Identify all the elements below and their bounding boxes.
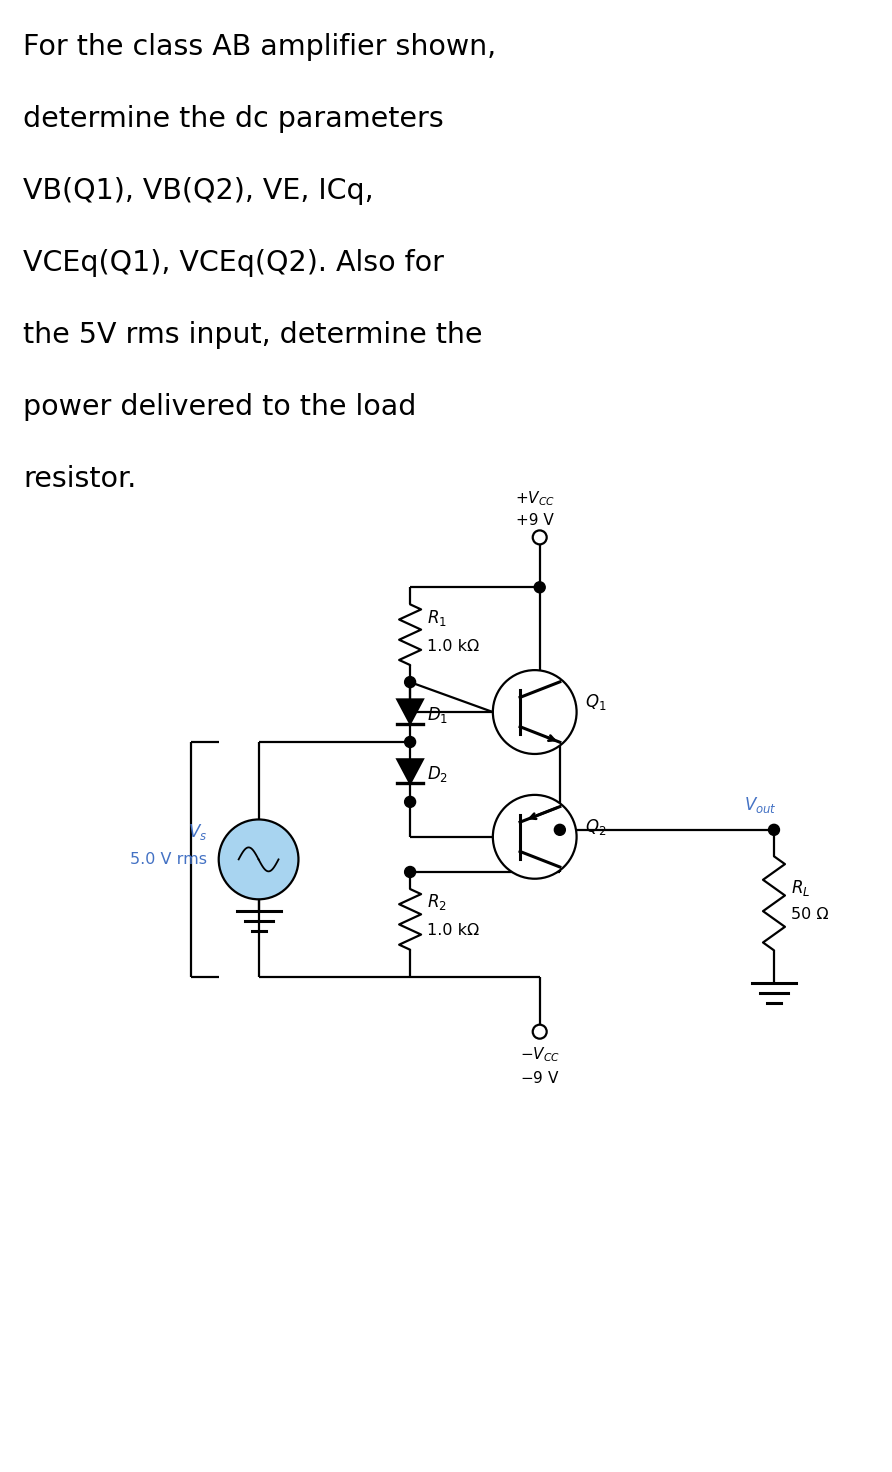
Text: For the class AB amplifier shown,: For the class AB amplifier shown, bbox=[23, 34, 497, 62]
Text: $-V_{CC}$: $-V_{CC}$ bbox=[520, 1045, 560, 1064]
Text: +9 V: +9 V bbox=[516, 514, 554, 528]
Circle shape bbox=[533, 1025, 547, 1039]
Text: $V_{out}$: $V_{out}$ bbox=[744, 795, 777, 815]
Text: 1.0 kΩ: 1.0 kΩ bbox=[427, 923, 479, 938]
Text: $R_L$: $R_L$ bbox=[791, 879, 810, 898]
Circle shape bbox=[405, 677, 416, 687]
Text: $R_2$: $R_2$ bbox=[427, 892, 447, 913]
Text: $V_s$: $V_s$ bbox=[187, 823, 207, 842]
Text: power delivered to the load: power delivered to the load bbox=[23, 393, 417, 421]
Text: $+V_{CC}$: $+V_{CC}$ bbox=[515, 489, 555, 508]
Circle shape bbox=[493, 670, 576, 754]
Text: 50 Ω: 50 Ω bbox=[791, 907, 829, 923]
Circle shape bbox=[405, 796, 416, 807]
Text: 1.0 kΩ: 1.0 kΩ bbox=[427, 639, 479, 654]
Polygon shape bbox=[397, 699, 423, 724]
Text: the 5V rms input, determine the: the 5V rms input, determine the bbox=[23, 321, 483, 349]
Circle shape bbox=[769, 824, 780, 835]
Text: $R_1$: $R_1$ bbox=[427, 608, 447, 627]
Text: $Q_1$: $Q_1$ bbox=[584, 692, 606, 712]
Text: resistor.: resistor. bbox=[23, 465, 136, 493]
Text: VCEq(Q1), VCEq(Q2). Also for: VCEq(Q1), VCEq(Q2). Also for bbox=[23, 249, 444, 277]
Text: $D_2$: $D_2$ bbox=[427, 764, 448, 785]
Polygon shape bbox=[397, 760, 423, 783]
Circle shape bbox=[493, 795, 576, 879]
Circle shape bbox=[219, 820, 299, 899]
Text: $Q_2$: $Q_2$ bbox=[584, 817, 606, 836]
Text: $D_1$: $D_1$ bbox=[427, 705, 449, 724]
Circle shape bbox=[554, 824, 566, 835]
Circle shape bbox=[534, 581, 545, 593]
Circle shape bbox=[533, 530, 547, 545]
Text: $-$9 V: $-$9 V bbox=[520, 1070, 559, 1086]
Circle shape bbox=[405, 867, 416, 877]
Text: 5.0 V rms: 5.0 V rms bbox=[129, 852, 207, 867]
Circle shape bbox=[405, 736, 416, 748]
Text: VB(Q1), VB(Q2), VE, ICq,: VB(Q1), VB(Q2), VE, ICq, bbox=[23, 177, 374, 205]
Text: determine the dc parameters: determine the dc parameters bbox=[23, 105, 444, 132]
